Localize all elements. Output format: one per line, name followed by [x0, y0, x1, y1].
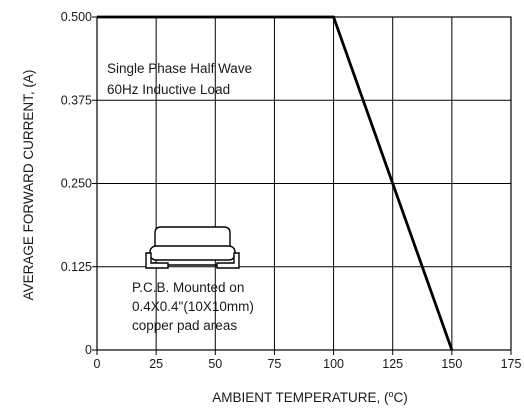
x-tick-label: 50 [208, 357, 222, 371]
x-axis-title: AMBIENT TEMPERATURE, (oC) [212, 389, 408, 405]
y-tick-label: 0.500 [61, 10, 92, 24]
x-tick-label: 175 [501, 357, 522, 371]
load-annotation-line2: 60Hz Inductive Load [107, 82, 230, 97]
derating-curve [97, 15, 454, 351]
x-tick-label: 75 [267, 357, 281, 371]
y-axis-title: AVERAGE FORWARD CURRENT, (A) [21, 70, 36, 301]
y-tick-label: 0.375 [61, 93, 92, 107]
pcb-annotation-line2: 0.4X0.4"(10X10mm) [132, 299, 254, 314]
x-tick-label: 0 [94, 357, 101, 371]
x-tick-label: 100 [323, 357, 344, 371]
x-tick-label: 25 [149, 357, 163, 371]
x-tick-label: 150 [441, 357, 462, 371]
x-tick-labels: 0 25 50 75 100 125 150 175 [94, 357, 522, 371]
series [97, 15, 454, 351]
y-tick-label: 0.125 [61, 260, 92, 274]
smd-package-icon [145, 226, 240, 269]
y-tick-label: 0.250 [61, 177, 92, 191]
pcb-annotation-line3: copper pad areas [132, 318, 237, 333]
pcb-annotation-line1: P.C.B. Mounted on [132, 280, 244, 295]
y-tick-label: 0 [85, 343, 92, 357]
y-tick-labels: 0 0.125 0.250 0.375 0.500 [61, 10, 92, 357]
x-tick-label: 125 [382, 357, 403, 371]
load-annotation-line1: Single Phase Half Wave [107, 61, 252, 76]
